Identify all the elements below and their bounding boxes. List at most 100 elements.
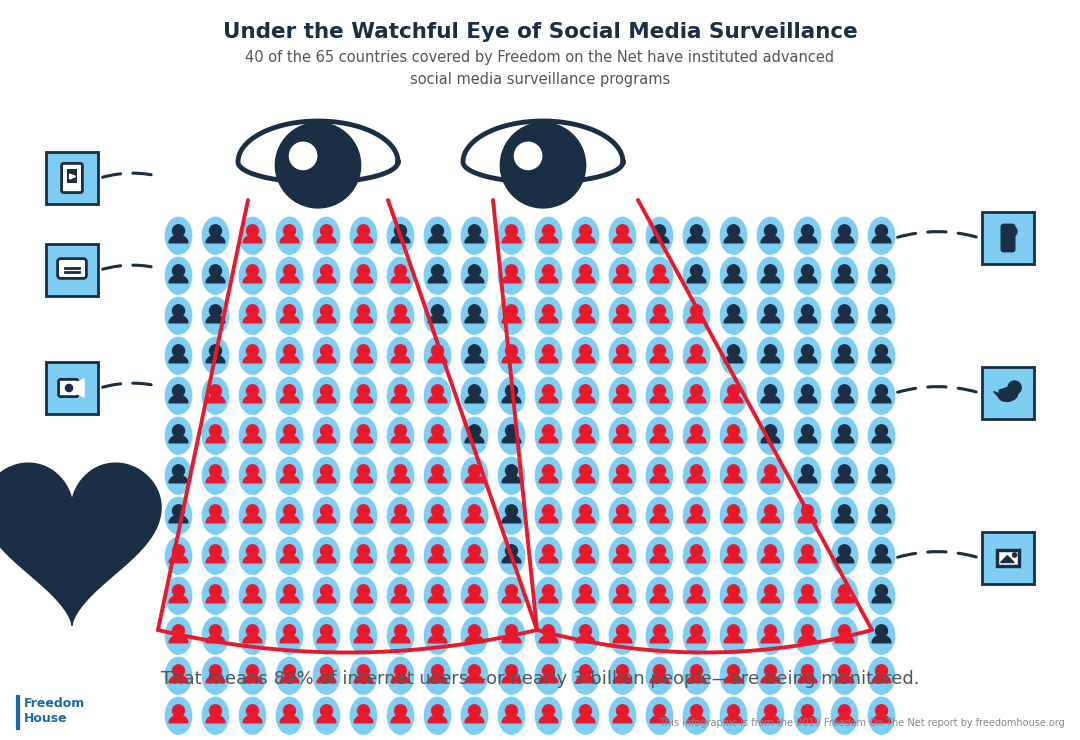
Polygon shape — [206, 475, 225, 482]
Ellipse shape — [498, 536, 525, 575]
Polygon shape — [391, 595, 410, 603]
Circle shape — [505, 305, 517, 317]
Circle shape — [469, 425, 481, 437]
Polygon shape — [576, 676, 595, 683]
Circle shape — [838, 545, 851, 556]
Polygon shape — [613, 595, 632, 603]
Ellipse shape — [646, 576, 673, 615]
FancyBboxPatch shape — [46, 152, 98, 204]
Polygon shape — [502, 395, 521, 403]
Ellipse shape — [571, 377, 599, 415]
Circle shape — [690, 265, 702, 277]
Ellipse shape — [646, 696, 673, 735]
Polygon shape — [835, 716, 854, 723]
Ellipse shape — [423, 297, 451, 335]
Ellipse shape — [609, 576, 636, 615]
Polygon shape — [687, 515, 706, 522]
Circle shape — [617, 425, 629, 437]
Circle shape — [66, 384, 72, 391]
Polygon shape — [539, 636, 558, 643]
Ellipse shape — [498, 576, 525, 615]
Ellipse shape — [461, 297, 488, 335]
Circle shape — [728, 305, 740, 317]
Ellipse shape — [239, 297, 267, 335]
Circle shape — [765, 505, 777, 517]
Ellipse shape — [275, 297, 303, 335]
Ellipse shape — [312, 297, 340, 335]
Ellipse shape — [609, 337, 636, 375]
Circle shape — [542, 505, 554, 517]
Ellipse shape — [275, 457, 303, 495]
Circle shape — [765, 665, 777, 677]
Polygon shape — [724, 475, 743, 482]
Polygon shape — [170, 395, 188, 403]
Ellipse shape — [423, 417, 451, 455]
Polygon shape — [576, 475, 595, 482]
Polygon shape — [724, 275, 743, 283]
Ellipse shape — [646, 217, 673, 255]
Polygon shape — [318, 395, 336, 403]
Circle shape — [469, 585, 481, 596]
Polygon shape — [613, 716, 632, 723]
Circle shape — [505, 625, 517, 637]
Polygon shape — [576, 235, 595, 243]
Circle shape — [728, 465, 740, 477]
Circle shape — [876, 585, 888, 596]
Ellipse shape — [164, 217, 192, 255]
Circle shape — [321, 585, 333, 596]
Circle shape — [765, 545, 777, 556]
Ellipse shape — [275, 616, 303, 655]
Ellipse shape — [535, 377, 563, 415]
Circle shape — [469, 305, 481, 317]
Ellipse shape — [609, 297, 636, 335]
Polygon shape — [835, 275, 854, 283]
Polygon shape — [724, 395, 743, 403]
Circle shape — [542, 465, 554, 477]
Circle shape — [432, 265, 444, 277]
Polygon shape — [835, 595, 854, 603]
Polygon shape — [576, 275, 595, 283]
Circle shape — [690, 465, 702, 477]
Ellipse shape — [794, 337, 822, 375]
Circle shape — [394, 345, 406, 357]
Ellipse shape — [387, 377, 415, 415]
Ellipse shape — [719, 417, 747, 455]
Circle shape — [801, 425, 813, 437]
Circle shape — [357, 665, 369, 677]
Circle shape — [876, 305, 888, 317]
Polygon shape — [873, 515, 891, 522]
Circle shape — [283, 305, 296, 317]
Ellipse shape — [461, 377, 488, 415]
Ellipse shape — [571, 257, 599, 295]
Ellipse shape — [683, 217, 711, 255]
Circle shape — [210, 545, 221, 556]
Ellipse shape — [350, 656, 377, 695]
Ellipse shape — [239, 457, 267, 495]
Polygon shape — [761, 515, 780, 522]
Ellipse shape — [387, 696, 415, 735]
Polygon shape — [761, 395, 780, 403]
Circle shape — [357, 585, 369, 596]
Circle shape — [542, 625, 554, 637]
Ellipse shape — [719, 257, 747, 295]
Ellipse shape — [719, 576, 747, 615]
Ellipse shape — [535, 217, 563, 255]
Circle shape — [580, 225, 592, 237]
Polygon shape — [873, 435, 891, 443]
Circle shape — [283, 465, 296, 477]
Circle shape — [542, 385, 554, 397]
Polygon shape — [428, 315, 447, 323]
FancyBboxPatch shape — [46, 504, 98, 556]
Ellipse shape — [831, 457, 859, 495]
Ellipse shape — [867, 217, 895, 255]
Ellipse shape — [683, 576, 711, 615]
Polygon shape — [243, 555, 261, 563]
Ellipse shape — [164, 257, 192, 295]
Circle shape — [173, 665, 185, 677]
Polygon shape — [465, 275, 484, 283]
Polygon shape — [613, 395, 632, 403]
Polygon shape — [428, 235, 447, 243]
Circle shape — [173, 265, 185, 277]
Polygon shape — [243, 355, 261, 363]
Polygon shape — [761, 355, 780, 363]
